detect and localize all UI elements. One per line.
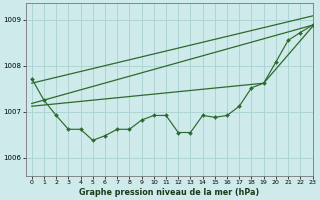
X-axis label: Graphe pression niveau de la mer (hPa): Graphe pression niveau de la mer (hPa) <box>79 188 259 197</box>
